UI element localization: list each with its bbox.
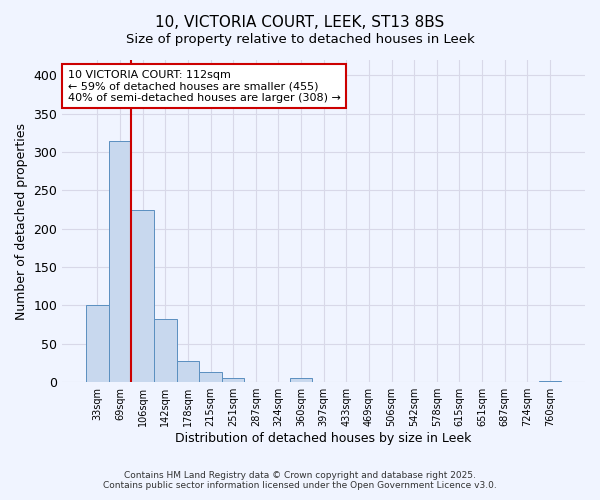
- Bar: [109, 140, 131, 382]
- Text: 10 VICTORIA COURT: 112sqm
← 59% of detached houses are smaller (455)
40% of semi: 10 VICTORIA COURT: 112sqm ← 59% of detac…: [68, 70, 340, 103]
- Bar: [539, 380, 561, 382]
- Bar: [222, 378, 244, 382]
- X-axis label: Distribution of detached houses by size in Leek: Distribution of detached houses by size …: [175, 432, 472, 445]
- Text: Size of property relative to detached houses in Leek: Size of property relative to detached ho…: [125, 32, 475, 46]
- Bar: [199, 372, 222, 382]
- Y-axis label: Number of detached properties: Number of detached properties: [15, 122, 28, 320]
- Text: Contains HM Land Registry data © Crown copyright and database right 2025.
Contai: Contains HM Land Registry data © Crown c…: [103, 470, 497, 490]
- Text: 10, VICTORIA COURT, LEEK, ST13 8BS: 10, VICTORIA COURT, LEEK, ST13 8BS: [155, 15, 445, 30]
- Bar: [131, 210, 154, 382]
- Bar: [86, 306, 109, 382]
- Bar: [154, 320, 176, 382]
- Bar: [290, 378, 313, 382]
- Bar: [176, 362, 199, 382]
